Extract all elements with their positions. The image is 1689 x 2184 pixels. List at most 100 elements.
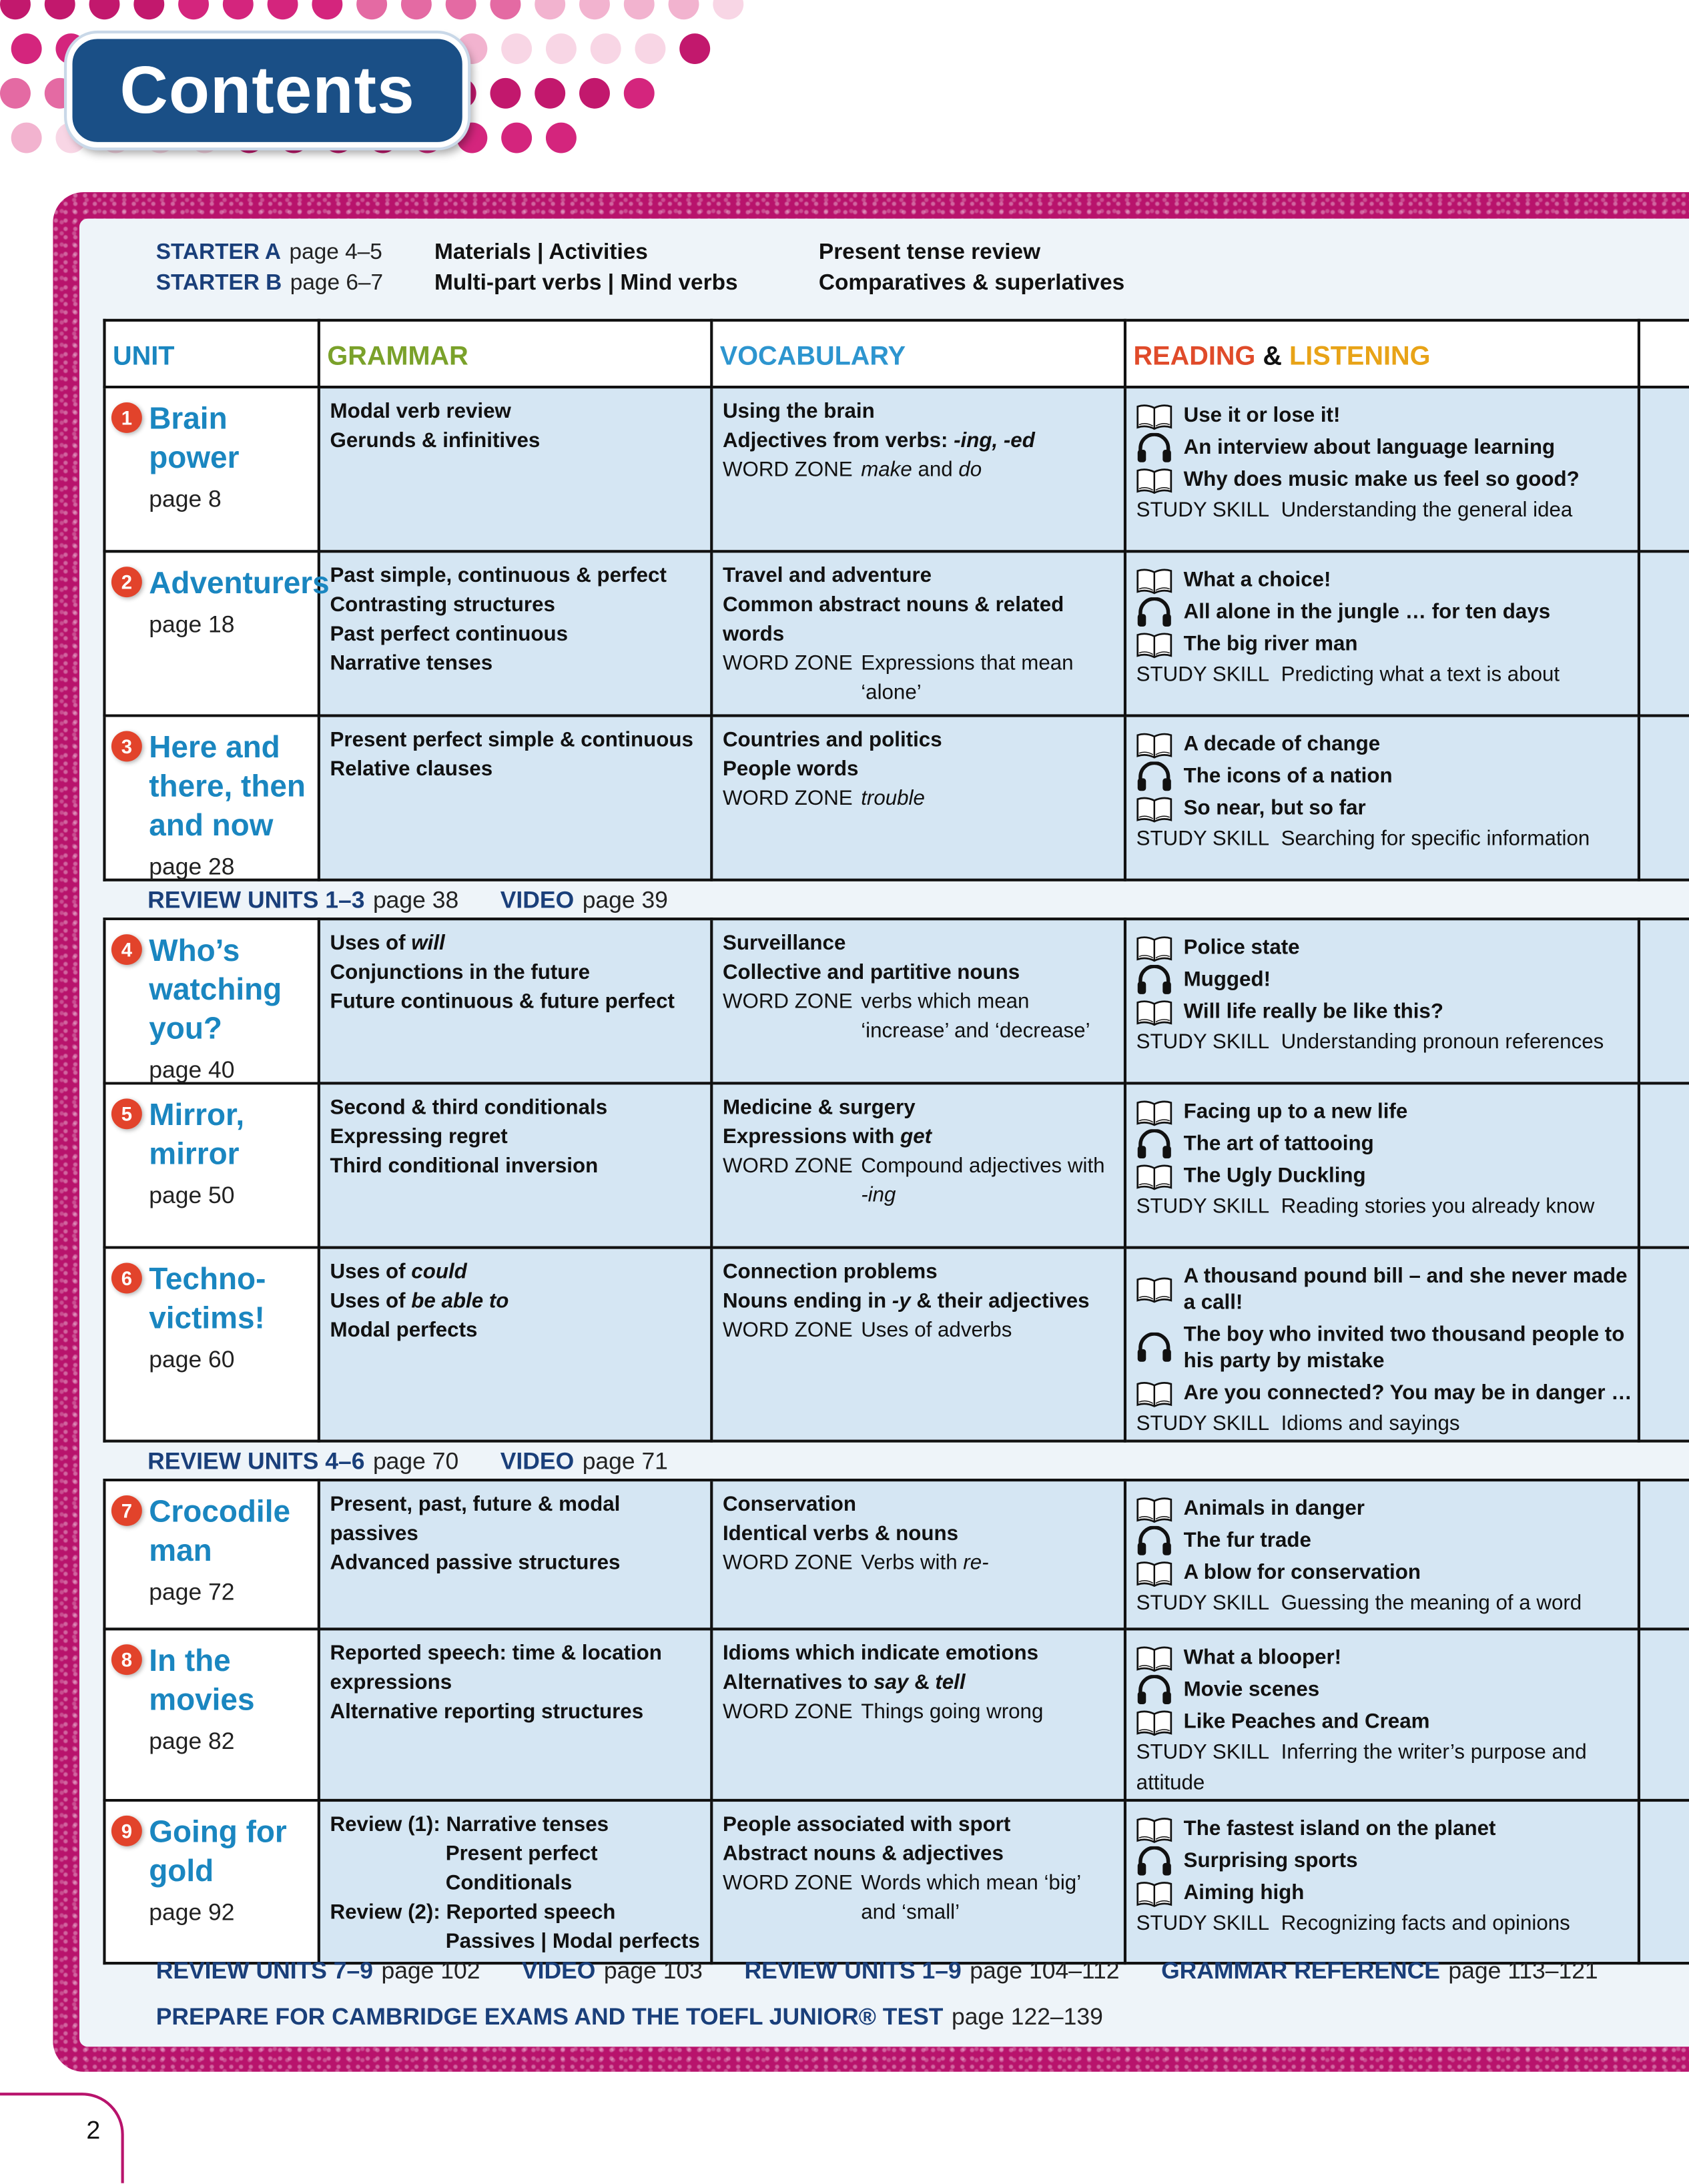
decorative-dot (356, 0, 388, 20)
starter-b-vocab: Multi-part verbs | Mind verbs (434, 271, 738, 296)
grammar-item: Conditionals (330, 1868, 702, 1898)
reading-listening-cell: A thousand pound bill – and she never ma… (1123, 1246, 1641, 1443)
grammar-item: Review (1): Narrative tenses (330, 1810, 702, 1840)
unit-number-badge: 1 (111, 402, 142, 433)
unit-title-link[interactable]: Mirror, mirror page 50 (149, 1096, 323, 1212)
prepare-link[interactable]: PREPARE FOR CAMBRIDGE EXAMS AND THE TOEF… (155, 2003, 944, 2031)
reading-title: The big river man (1183, 632, 1358, 656)
reading-title: The fastest island on the planet (1183, 1817, 1496, 1841)
footer-link[interactable]: REVIEW UNITS 1–9 (744, 1957, 962, 1984)
decorative-dot (713, 0, 744, 20)
unit-cell: 2 Adventurers page 18 (103, 550, 330, 717)
grammar-cell: Present perfect simple & continuous Relat… (317, 714, 713, 881)
reading-item: So near, but so far (1136, 792, 1632, 824)
unit-cell: 6 Techno-victims! page 60 (103, 1246, 320, 1443)
text-segment: -ing, -ed (954, 428, 1035, 453)
decorative-dot (312, 0, 343, 20)
text-segment: Review (1): Narrative tenses (330, 1812, 609, 1837)
book-icon (1136, 466, 1184, 494)
decorative-dot (44, 0, 75, 20)
unit-title: Crocodile man (149, 1493, 290, 1568)
reading-item: Facing up to a new life (1136, 1096, 1632, 1128)
decorative-dot (490, 77, 521, 109)
unit-row: 9 Going for gold page 92 Review (1): Narrat… (103, 1798, 1689, 1965)
reading-item: What a blooper! (1136, 1642, 1632, 1674)
word-zone-value: Verbs with re- (861, 1548, 988, 1577)
word-zone-label: WORD ZONE (722, 1319, 853, 1343)
video-link[interactable]: VIDEO (500, 887, 575, 914)
review-link[interactable]: REVIEW UNITS 1–3 (147, 887, 365, 914)
word-zone-value: Uses of adverbs (861, 1316, 1012, 1345)
unit-row: 2 Adventurers page 18 Past simple, continuo… (103, 550, 1689, 717)
text-segment: could (411, 1260, 467, 1284)
header-extra (1637, 318, 1689, 389)
vocabulary-item: Nouns ending in -y & their adjectives (723, 1287, 1115, 1316)
unit-title-link[interactable]: In the movies page 82 (149, 1642, 323, 1758)
reading-title: What a blooper! (1183, 1646, 1342, 1670)
reading-item: Use it or lose it! (1136, 400, 1632, 432)
vocabulary-item: People words (723, 755, 1115, 784)
footer-link[interactable]: GRAMMAR REFERENCE (1161, 1957, 1440, 1984)
unit-row: 7 Crocodile man page 72 Present, past, futu… (103, 1478, 1689, 1631)
unit-title-link[interactable]: Crocodile man page 72 (149, 1493, 323, 1609)
text-segment: Relative clauses (330, 757, 493, 781)
decorative-dot (400, 0, 432, 20)
unit-number-badge: 8 (111, 1644, 142, 1676)
reading-item: An interview about language learning (1136, 432, 1632, 464)
reading-item: Like Peaches and Cream (1136, 1706, 1632, 1738)
text-segment: Travel and adventure (722, 564, 932, 588)
header-row: UNIT GRAMMAR VOCABULARY READING & LISTEN… (103, 318, 1689, 389)
word-zone: WORD ZONE Uses of adverbs (723, 1316, 1115, 1345)
grammar-item: Future continuous & future perfect (330, 987, 702, 1016)
video-link[interactable]: VIDEO (500, 1448, 575, 1475)
unit-title-link[interactable]: Brain power page 8 (149, 400, 323, 516)
grammar-item: Modal perfects (330, 1316, 702, 1345)
reading-item: Police state (1136, 932, 1632, 964)
grammar-item: Uses of be able to (330, 1287, 702, 1316)
unit-title-link[interactable]: Techno-victims! page 60 (149, 1260, 323, 1377)
grammar-cell: Uses of will Conjunctions in the future Fu… (317, 918, 713, 1085)
decorative-dot (490, 0, 521, 20)
text-segment: Uses of (330, 1260, 412, 1284)
word-zone-value: Compound adjectives with -ing (861, 1152, 1115, 1210)
starter-label[interactable]: STARTER A (155, 240, 282, 265)
vocabulary-item: Surveillance (723, 929, 1115, 958)
unit-title-link[interactable]: Going for gold page 92 (149, 1813, 323, 1930)
decorative-dot (535, 0, 566, 20)
title-badge: Contents (67, 33, 468, 148)
text-segment: People associated with sport (722, 1812, 1011, 1837)
grammar-item: Review (2): Reported speech (330, 1898, 702, 1927)
starter-label[interactable]: STARTER B (155, 271, 282, 296)
grammar-item: Modal verb review (330, 397, 702, 426)
text-segment: Reported speech: time & location express… (330, 1642, 662, 1695)
study-skill-value: Recognizing facts and opinions (1281, 1911, 1570, 1936)
word-zone-label: WORD ZONE (722, 1871, 853, 1895)
text-segment: Things going wrong (861, 1700, 1044, 1724)
decorative-dot (501, 33, 533, 64)
headphones-icon (1136, 1845, 1184, 1876)
text-segment: trouble (861, 786, 925, 811)
book-icon (1136, 1275, 1184, 1303)
grammar-cell: Review (1): Narrative tenses Present perf… (317, 1798, 713, 1965)
vocabulary-item: People associated with sport (723, 1810, 1115, 1840)
footer-link[interactable]: REVIEW UNITS 7–9 (155, 1957, 373, 1984)
footer-link[interactable]: VIDEO (522, 1957, 596, 1984)
study-skill-value: Inferring the writer’s purpose and attit… (1136, 1740, 1587, 1795)
unit-title-link[interactable]: Who’s watching you? page 40 (149, 932, 323, 1088)
decorative-dot (545, 33, 577, 64)
unit-title-link[interactable]: Here and there, then and now page 28 (149, 728, 323, 884)
study-skill: STUDY SKILL Searching for specific infor… (1136, 824, 1632, 855)
reading-title: The icons of a nation (1183, 764, 1393, 789)
word-zone: WORD ZONE verbs which mean ‘increase’ and… (723, 987, 1115, 1046)
study-skill: STUDY SKILL Recognizing facts and opinio… (1136, 1909, 1632, 1940)
text-segment: Present perfect (445, 1842, 598, 1866)
reading-title: Will life really be like this? (1183, 1000, 1443, 1024)
unit-title-link[interactable]: Adventurers page 18 (149, 564, 329, 642)
unit-number-badge: 4 (111, 934, 142, 966)
review-link[interactable]: REVIEW UNITS 4–6 (147, 1448, 365, 1475)
headphones-icon (1136, 1128, 1184, 1159)
text-segment: Review (2): Reported speech (330, 1900, 616, 1924)
vocabulary-item: Collective and partitive nouns (723, 958, 1115, 988)
grammar-item: Second & third conditionals (330, 1093, 702, 1122)
vocabulary-cell: Medicine & surgery Expressions with get WO… (710, 1082, 1127, 1249)
